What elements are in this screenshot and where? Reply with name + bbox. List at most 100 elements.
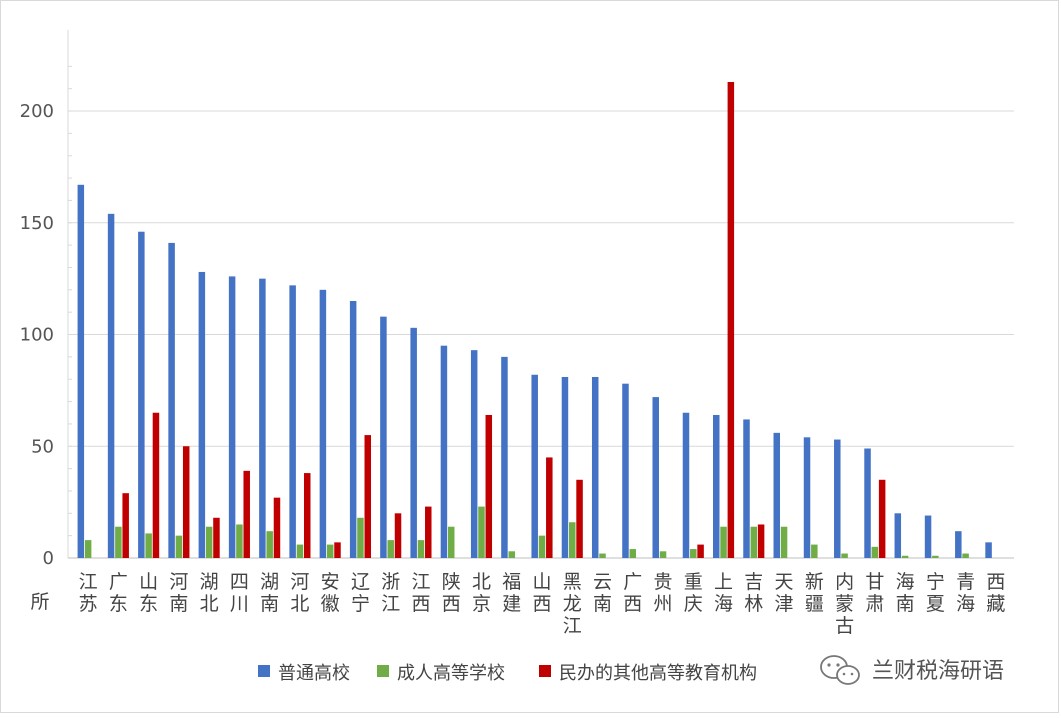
bar — [410, 327, 417, 558]
bar — [659, 551, 667, 558]
bar — [334, 542, 341, 558]
x-tick-label: 吉林 — [744, 571, 763, 615]
x-tick-label: 江西 — [411, 571, 430, 615]
bar — [591, 376, 599, 558]
x-tick-label: 山西 — [532, 571, 551, 615]
bar — [447, 526, 455, 558]
watermark-text: 兰财税海研语 — [872, 659, 1004, 684]
legend-label: 民办的其他高等教育机构 — [559, 663, 757, 684]
y-tick-label: 100 — [20, 325, 54, 346]
legend: 普通高校 成人高等学校 民办的其他高等教育机构 — [258, 663, 757, 684]
bar — [803, 437, 811, 558]
bar — [213, 517, 220, 558]
bar — [955, 531, 962, 558]
bar — [743, 419, 750, 558]
bar — [652, 397, 659, 558]
bar — [485, 414, 493, 558]
bar — [569, 522, 576, 558]
bar — [394, 513, 402, 558]
bars — [77, 81, 992, 559]
bar — [932, 555, 939, 558]
bar — [296, 544, 304, 558]
x-tick-label: 广东 — [109, 571, 128, 615]
watermark: 兰财税海研语 — [820, 655, 1004, 685]
bar — [599, 553, 606, 558]
legend-swatch — [377, 665, 389, 677]
x-tick-label: 新疆 — [805, 571, 824, 615]
bar — [303, 473, 311, 558]
bar — [364, 435, 372, 558]
bar — [864, 448, 871, 558]
x-tick-label: 陕西 — [442, 571, 461, 615]
x-tick-label: 云南 — [593, 571, 612, 615]
x-tick-label: 西藏 — [986, 571, 1005, 615]
bar — [152, 412, 160, 558]
bar — [757, 524, 765, 558]
bar — [138, 231, 145, 558]
x-tick-label: 湖南 — [260, 571, 279, 615]
bar — [440, 345, 448, 558]
bar — [387, 540, 394, 558]
legend-swatch — [539, 665, 551, 677]
bar — [115, 526, 122, 558]
bar — [182, 446, 190, 558]
y-tick-label: 150 — [20, 213, 54, 234]
bar — [273, 497, 281, 558]
bar — [871, 546, 879, 558]
bar — [780, 526, 788, 558]
bar — [962, 553, 969, 558]
bar — [417, 540, 425, 558]
bar — [712, 414, 720, 558]
bar — [478, 506, 485, 558]
bar — [690, 549, 697, 558]
bar — [622, 383, 629, 558]
bar — [901, 555, 909, 558]
x-tick-label: 贵州 — [654, 571, 673, 615]
bar — [773, 432, 781, 558]
x-tick-label: 辽宁 — [351, 571, 370, 615]
bar — [546, 457, 553, 558]
bar — [122, 493, 129, 558]
bar — [349, 301, 357, 558]
bar — [894, 513, 902, 558]
y-axis-label: 所 — [30, 591, 49, 613]
bar — [697, 544, 704, 558]
x-tick-label: 河南 — [169, 571, 188, 615]
x-tick-label: 天津 — [775, 571, 794, 615]
bar — [750, 526, 758, 558]
bar — [357, 517, 364, 558]
bar — [531, 374, 538, 558]
bar — [259, 278, 266, 558]
y-tick-label: 50 — [31, 436, 54, 457]
bar — [168, 242, 175, 559]
x-tick-label: 黑龙江 — [563, 571, 582, 637]
x-tick-label: 广西 — [623, 571, 642, 615]
legend-swatch — [258, 665, 270, 677]
wechat-icon — [820, 655, 860, 685]
bar — [501, 356, 508, 558]
bar — [561, 376, 569, 558]
x-tick-label: 浙江 — [381, 571, 400, 615]
x-tick-label: 安徽 — [321, 571, 340, 615]
bar — [77, 184, 85, 558]
x-tick-label: 北京 — [472, 571, 491, 615]
bar — [107, 213, 115, 558]
x-tick-label: 青海 — [956, 571, 975, 615]
bar — [236, 524, 243, 558]
bar — [84, 540, 92, 558]
x-tick-label: 上海 — [714, 571, 733, 615]
bar — [682, 412, 690, 558]
bar — [205, 526, 213, 558]
bar — [878, 479, 886, 558]
bar — [576, 479, 583, 558]
bar — [811, 544, 818, 558]
bar — [834, 439, 841, 558]
bar — [720, 526, 727, 558]
bar — [198, 271, 206, 558]
x-tick-label: 江苏 — [79, 571, 98, 615]
bar — [228, 276, 236, 558]
bar — [319, 289, 327, 558]
y-tick-label: 200 — [20, 101, 54, 122]
